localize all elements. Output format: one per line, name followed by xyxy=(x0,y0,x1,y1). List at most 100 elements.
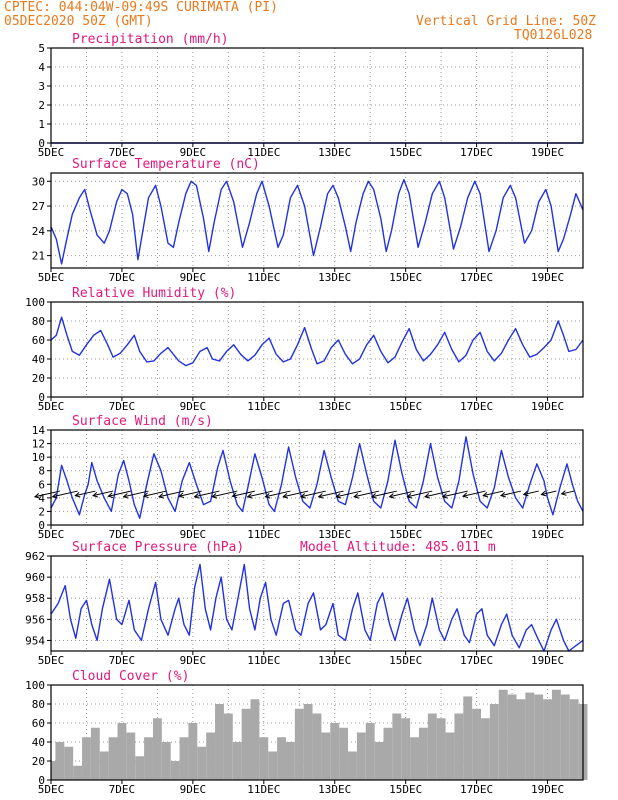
x-tick-label: 17DEC xyxy=(460,400,493,413)
x-tick-label: 19DEC xyxy=(531,783,564,796)
y-tick-label: 100 xyxy=(25,296,45,309)
cloud-bar xyxy=(410,737,419,780)
series-line xyxy=(50,316,584,367)
x-tick-label: 11DEC xyxy=(247,400,280,413)
x-tick-label: 15DEC xyxy=(389,146,422,159)
x-tick-label: 13DEC xyxy=(318,654,351,667)
wind-arrow-head xyxy=(299,493,306,499)
cloud-bar xyxy=(516,699,526,780)
wind-arrow-head xyxy=(51,493,58,499)
cloud-bar xyxy=(481,718,490,780)
cloud-bar xyxy=(525,692,535,780)
x-tick-label: 15DEC xyxy=(389,271,422,284)
x-tick-label: 5DEC xyxy=(38,400,65,413)
wind-arrow-head xyxy=(246,493,253,499)
y-tick-label: 24 xyxy=(32,225,46,238)
wind-arrow xyxy=(336,490,362,498)
wind-arrow-head xyxy=(388,493,395,499)
cloud-bar xyxy=(374,742,384,780)
cloud-bar xyxy=(161,742,171,780)
wind-arrow-head xyxy=(142,492,149,499)
y-tick-label: 27 xyxy=(32,200,45,213)
wind-arrow xyxy=(34,490,60,498)
wind-arrow-head xyxy=(33,493,40,499)
wind-arrow xyxy=(424,490,451,498)
wind-arrow xyxy=(500,490,522,497)
x-tick-label: 13DEC xyxy=(318,146,351,159)
wind-arrow-head xyxy=(178,492,185,499)
cloud-bar xyxy=(232,742,242,780)
wind-arrow-head xyxy=(158,493,165,499)
y-tick-label: 10 xyxy=(32,451,45,464)
cloud-bar xyxy=(498,689,508,780)
y-tick-label: 12 xyxy=(32,438,45,451)
cloud-bar xyxy=(560,694,570,780)
wind-arrow xyxy=(354,490,380,498)
wind-arrow xyxy=(179,490,202,497)
cloud-bar xyxy=(401,718,411,780)
cloud-bar xyxy=(206,732,216,780)
cloud-bar xyxy=(259,737,269,780)
cloud-bar xyxy=(90,727,100,780)
wind-arrow-head xyxy=(122,493,129,499)
cloud-bar xyxy=(339,727,349,780)
wind-arrow xyxy=(561,490,575,495)
wind-arrow-head xyxy=(461,492,468,499)
x-tick-label: 7DEC xyxy=(109,783,136,796)
x-tick-label: 13DEC xyxy=(318,400,351,413)
y-tick-label: 14 xyxy=(32,424,46,437)
wind-arrow-head xyxy=(406,493,413,499)
wind-arrow xyxy=(407,490,433,498)
wind-arrow-head xyxy=(482,491,489,498)
x-tick-label: 19DEC xyxy=(531,271,564,284)
cloud-bar xyxy=(321,732,331,780)
wind-arrow-head xyxy=(211,493,218,499)
x-tick-label: 19DEC xyxy=(531,400,564,413)
x-tick-label: 13DEC xyxy=(318,271,351,284)
x-tick-label: 7DEC xyxy=(109,654,136,667)
x-tick-label: 7DEC xyxy=(109,271,136,284)
y-tick-label: 0 xyxy=(38,391,45,404)
wind-arrow-head xyxy=(441,493,448,499)
x-tick-label: 9DEC xyxy=(180,654,207,667)
y-tick-label: 958 xyxy=(25,592,45,605)
y-tick-label: 20 xyxy=(32,755,45,768)
wind-arrow xyxy=(265,490,291,498)
y-tick-label: 2 xyxy=(38,505,45,518)
cloud-bar xyxy=(534,694,544,780)
x-tick-label: 9DEC xyxy=(180,271,207,284)
wind-arrow-head xyxy=(353,493,360,499)
wind-arrow xyxy=(75,490,96,497)
y-tick-label: 2 xyxy=(38,99,45,112)
wind-arrow xyxy=(52,490,78,498)
x-tick-label: 11DEC xyxy=(247,783,280,796)
cloud-bar xyxy=(197,746,207,780)
header-code: TQ0126L028 xyxy=(514,28,593,43)
x-tick-label: 11DEC xyxy=(247,528,280,541)
cloud-bar xyxy=(99,751,109,780)
x-tick-label: 13DEC xyxy=(318,528,351,541)
x-tick-label: 19DEC xyxy=(531,146,564,159)
panel-1 xyxy=(47,47,584,147)
y-tick-label: 60 xyxy=(32,717,45,730)
cloud-bar xyxy=(445,732,455,780)
panel-title: Cloud Cover (%) xyxy=(72,669,189,684)
x-tick-label: 9DEC xyxy=(180,146,207,159)
wind-arrow-head xyxy=(317,493,324,499)
y-tick-label: 0 xyxy=(38,137,45,150)
y-tick-label: 5 xyxy=(38,42,45,55)
cloud-bar xyxy=(472,708,482,780)
y-tick-label: 3 xyxy=(38,80,45,93)
x-tick-label: 7DEC xyxy=(109,528,136,541)
y-tick-label: 80 xyxy=(32,698,45,711)
wind-arrow xyxy=(247,490,273,498)
wind-arrow-head xyxy=(499,491,506,498)
series-line xyxy=(50,563,584,652)
y-tick-label: 100 xyxy=(25,679,45,692)
x-tick-label: 13DEC xyxy=(318,783,351,796)
wind-arrow xyxy=(318,490,344,498)
cloud-bar xyxy=(294,708,304,780)
header-datetime: 05DEC2020 50Z (GMT) xyxy=(4,14,153,29)
panel-title: Precipitation (mm/h) xyxy=(72,32,229,47)
y-tick-label: 6 xyxy=(38,478,45,491)
